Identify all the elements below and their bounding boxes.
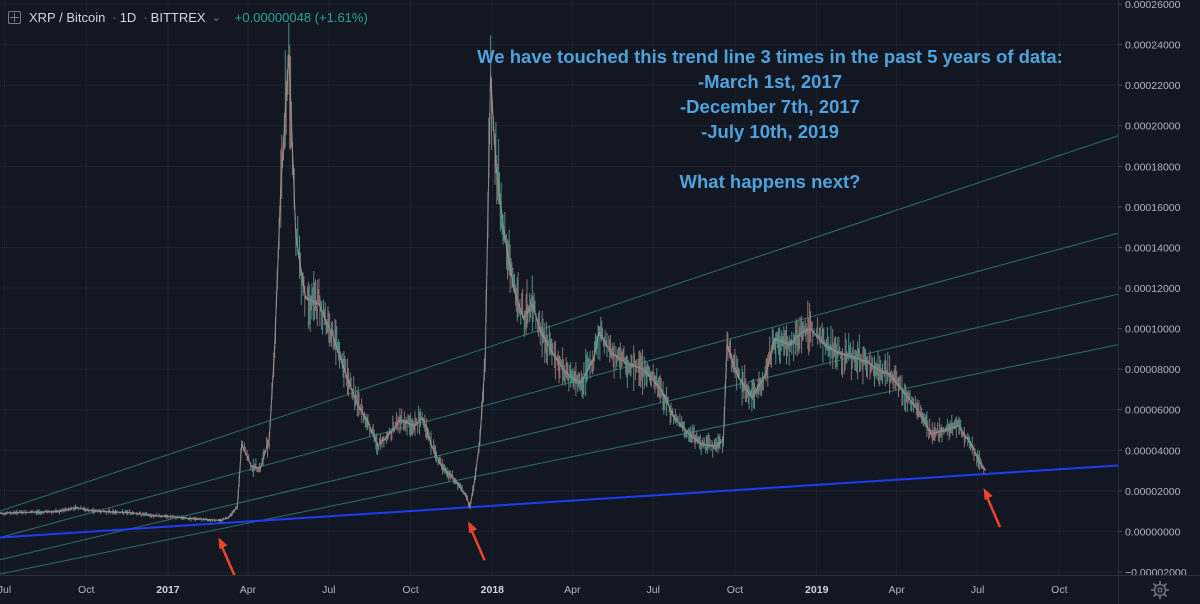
annotation-text: We have touched this trend line 3 times …	[440, 44, 1100, 194]
symbol-header: XRP / Bitcoin · 1D · BITTREX ⌄ +0.000000…	[8, 6, 368, 28]
channel-line	[0, 135, 1118, 512]
time-tick-label: Jul	[0, 584, 11, 596]
price-series	[0, 22, 987, 523]
price-tick-label: −0.00002000	[1125, 567, 1187, 575]
price-tick-label: 0.00014000	[1125, 242, 1181, 254]
expand-icon[interactable]	[8, 10, 21, 24]
channel-line	[0, 232, 1118, 538]
time-tick-label: 2018	[481, 584, 505, 596]
price-chart[interactable]	[0, 0, 1118, 575]
time-tick-label: Oct	[1051, 584, 1067, 596]
price-tick-label: 0.00024000	[1125, 40, 1181, 52]
chart-area[interactable]: XRP / Bitcoin · 1D · BITTREX ⌄ +0.000000…	[0, 0, 1118, 575]
annotation-line	[440, 144, 1100, 169]
price-tick-label: 0.00026000	[1125, 0, 1181, 11]
arrow-icon	[218, 537, 236, 575]
arrow-head	[468, 521, 478, 534]
price-tick-label: 0.00012000	[1125, 283, 1181, 295]
drawing-layer	[0, 135, 1118, 575]
trend-line	[0, 464, 1118, 539]
time-tick-label: Jul	[971, 584, 984, 596]
price-tick-label: 0.00010000	[1125, 324, 1181, 336]
arrow-icon	[468, 521, 486, 561]
price-axis-labels: 0.00026000 0.00024000 0.00022000 0.00020000…	[1119, 0, 1187, 575]
channel-line	[0, 344, 1118, 575]
price-axis[interactable]: 0.00026000 0.00024000 0.00022000 0.00020000…	[1118, 0, 1200, 575]
channel-line	[0, 293, 1118, 561]
time-tick-label: Apr	[564, 584, 581, 596]
price-line	[0, 54, 987, 521]
time-tick-label: Apr	[240, 584, 257, 596]
symbol-name[interactable]: XRP / Bitcoin	[29, 9, 106, 25]
price-tick-label: 0.00016000	[1125, 202, 1181, 214]
chevron-down-icon[interactable]: ⌄	[211, 11, 221, 24]
arrow-shaft	[985, 494, 1001, 528]
annotation-line: What happens next?	[679, 171, 861, 192]
interval-label[interactable]: 1D	[119, 9, 137, 25]
arrow-head	[218, 537, 228, 550]
price-tick-label: 0.00018000	[1125, 161, 1181, 173]
annotation-line: We have touched this trend line 3 times …	[477, 46, 1063, 67]
axis-corner	[1118, 575, 1200, 604]
grid-lines	[0, 0, 1118, 575]
price-change: +0.00000048 (+1.61%)	[234, 9, 368, 25]
time-tick-label: 2017	[156, 584, 180, 596]
annotation-line: -March 1st, 2017	[698, 71, 842, 92]
arrow-shaft	[220, 544, 236, 575]
price-tick-label: 0.00006000	[1125, 405, 1181, 417]
annotation-line: -July 10th, 2019	[701, 121, 839, 142]
time-tick-label: Oct	[402, 584, 418, 596]
exchange-label[interactable]: BITTREX	[150, 9, 206, 25]
price-tick-label: 0.00008000	[1125, 364, 1181, 376]
annotation-arrows	[218, 488, 1001, 575]
price-tick-label: 0.00004000	[1125, 445, 1181, 457]
arrow-head	[983, 488, 993, 501]
arrow-shaft	[469, 527, 486, 561]
time-tick-label: 2019	[805, 584, 829, 596]
time-tick-label: Oct	[78, 584, 94, 596]
time-axis-labels: Jul Oct 2017 Apr Jul Oct 2018 Apr Jul Oct 2019 Apr J…	[0, 584, 1068, 596]
time-tick-label: Oct	[727, 584, 743, 596]
time-tick-label: Jul	[646, 584, 659, 596]
price-tick-label: 0.00022000	[1125, 80, 1181, 92]
time-axis[interactable]: Jul Oct 2017 Apr Jul Oct 2018 Apr Jul Oct 2019 Apr J…	[0, 575, 1118, 604]
gear-icon[interactable]	[1149, 579, 1171, 601]
arrow-icon	[983, 488, 1001, 528]
price-tick-label: 0.00000000	[1125, 526, 1181, 538]
time-tick-label: Apr	[889, 584, 906, 596]
price-tick-label: 0.00020000	[1125, 121, 1181, 133]
annotation-line: -December 7th, 2017	[680, 96, 860, 117]
time-tick-label: Jul	[322, 584, 335, 596]
price-tick-label: 0.00002000	[1125, 486, 1181, 498]
